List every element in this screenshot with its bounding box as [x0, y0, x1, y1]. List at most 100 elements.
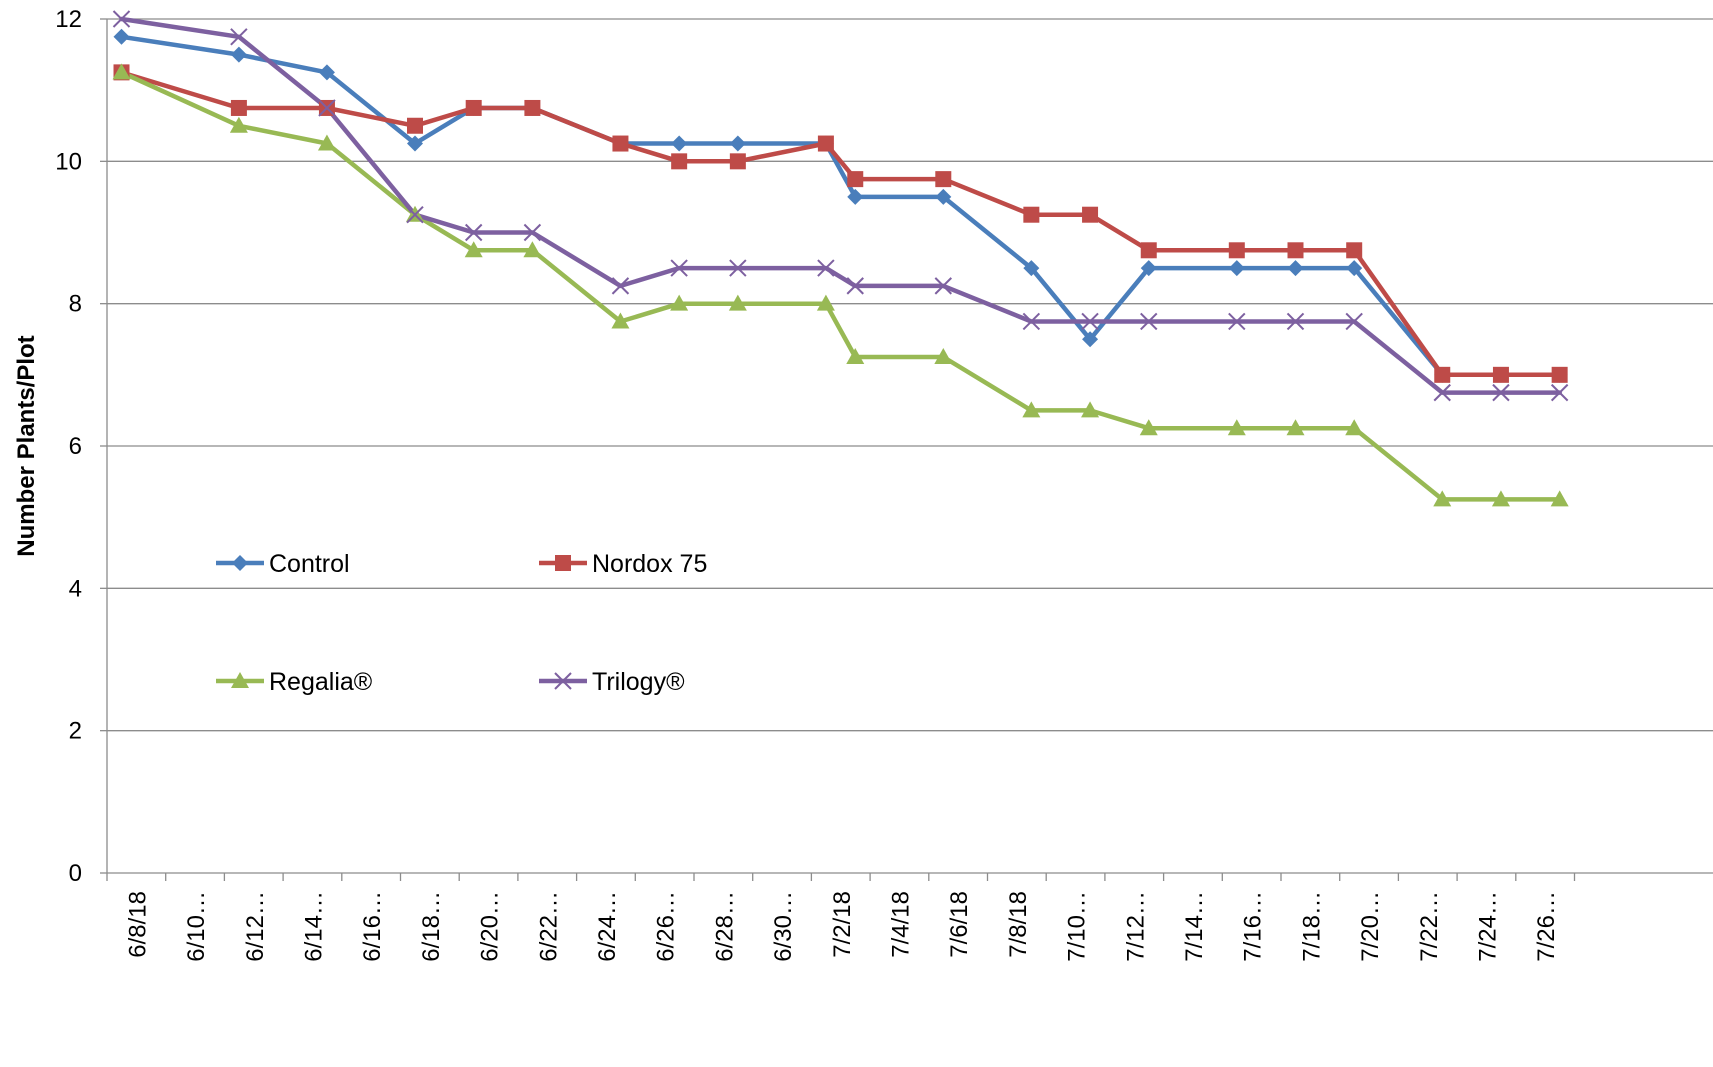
data-point-nordox-75	[407, 117, 423, 134]
x-tick-label: 6/10…	[183, 891, 210, 962]
data-point-trilogy	[1492, 383, 1510, 402]
data-point-trilogy	[1433, 383, 1451, 402]
x-tick-label: 6/26…	[653, 891, 680, 962]
legend-marker-regalia	[231, 672, 249, 688]
y-tick-label-12: 12	[55, 6, 82, 33]
data-point-regalia	[1433, 490, 1452, 507]
series-lines	[119, 16, 1562, 502]
data-point-regalia	[523, 241, 542, 258]
gridlines	[107, 18, 1713, 732]
data-point-nordox-75	[847, 171, 864, 188]
data-point-nordox-75	[230, 99, 247, 116]
axes	[100, 18, 1713, 881]
data-point-control	[671, 135, 688, 152]
data-point-regalia	[1550, 490, 1569, 507]
x-tick-label: 7/22…	[1416, 891, 1443, 962]
x-tick-label: 7/8/18	[1005, 891, 1032, 958]
x-axis-tick-labels: 6/8/18 6/10… 6/12… 6/14… 6/16… 6/18… 6/20… 6/22…	[124, 891, 1560, 962]
x-tick-label: 7/26…	[1533, 891, 1560, 962]
x-tick-label: 7/6/18	[946, 891, 973, 958]
data-point-trilogy	[523, 223, 542, 242]
y-axis-tick-labels: 0 2 4 6 8 10 12	[55, 6, 82, 887]
data-point-trilogy	[1345, 312, 1363, 331]
x-tick-label: 6/28…	[711, 891, 738, 962]
legend-marker-control	[232, 555, 248, 571]
data-point-nordox-75	[1228, 242, 1245, 259]
data-point-control	[1023, 260, 1040, 277]
data-point-nordox-75	[1287, 242, 1304, 259]
data-point-control	[1287, 260, 1304, 277]
data-point-nordox-75	[671, 153, 688, 170]
legend-marker-nordox-75	[555, 555, 571, 571]
data-point-regalia	[1139, 419, 1158, 436]
legend-item-nordox-75: Nordox 75	[539, 550, 707, 578]
data-point-trilogy	[1022, 312, 1041, 331]
data-point-trilogy	[817, 259, 835, 277]
data-point-nordox-75	[1023, 206, 1040, 223]
data-point-control	[935, 188, 952, 205]
data-point-trilogy	[318, 99, 336, 117]
legend-label-trilogy: Trilogy®	[592, 668, 685, 696]
data-point-nordox-75	[1140, 242, 1157, 259]
x-tick-label: 6/18…	[418, 891, 445, 962]
y-tick-label-6: 6	[69, 433, 82, 460]
x-tick-label: 6/30…	[770, 891, 797, 962]
data-point-nordox-75	[817, 135, 834, 152]
legend-label-control: Control	[269, 550, 350, 578]
y-tick-label-0: 0	[69, 860, 82, 887]
x-tick-label: 6/14…	[300, 891, 327, 962]
data-point-regalia	[1022, 401, 1041, 418]
x-tick-label: 7/4/18	[887, 891, 914, 958]
data-point-control	[1346, 260, 1363, 277]
y-tick-label-10: 10	[55, 148, 82, 175]
y-axis-title: Number Plants/Plot	[13, 335, 40, 556]
data-point-nordox-75	[1434, 366, 1451, 383]
data-point-trilogy	[1550, 383, 1569, 402]
data-point-control	[113, 28, 130, 45]
data-point-control	[729, 135, 746, 152]
data-point-nordox-75	[935, 171, 952, 188]
legend-marker-trilogy	[554, 672, 572, 690]
data-point-regalia	[317, 134, 336, 151]
data-point-control	[1140, 260, 1157, 277]
data-point-trilogy	[464, 223, 483, 242]
data-point-trilogy	[934, 277, 953, 295]
data-point-regalia	[229, 116, 248, 133]
x-tick-label: 6/8/18	[124, 891, 151, 958]
data-point-regalia	[728, 294, 747, 311]
series-line-trilogy	[119, 16, 1562, 395]
x-tick-label: 7/24…	[1474, 891, 1501, 962]
data-point-trilogy	[611, 277, 630, 295]
x-tick-label: 7/12…	[1122, 891, 1149, 962]
data-point-regalia	[1081, 401, 1100, 418]
data-point-regalia	[112, 63, 131, 80]
data-point-trilogy	[1228, 312, 1246, 331]
data-point-trilogy	[1286, 312, 1305, 331]
x-tick-label: 6/20…	[477, 891, 504, 962]
data-point-nordox-75	[1492, 366, 1509, 383]
x-tick-label: 6/24…	[594, 891, 621, 962]
x-tick-label: 7/20…	[1357, 891, 1384, 962]
x-tick-label: 7/2/18	[829, 891, 856, 958]
data-point-control	[847, 188, 864, 205]
legend-item-trilogy: Trilogy®	[539, 668, 685, 696]
data-point-nordox-75	[1346, 242, 1363, 259]
data-point-regalia	[816, 294, 835, 311]
data-point-regalia	[846, 348, 865, 365]
data-point-trilogy	[670, 259, 688, 277]
series-line-control	[119, 34, 1562, 378]
legend: Control Nordox 75 Regalia® Trilogy®	[216, 550, 707, 696]
data-point-nordox-75	[729, 153, 746, 170]
data-point-regalia	[1345, 419, 1364, 436]
data-point-nordox-75	[612, 135, 629, 152]
x-tick-label: 7/10…	[1064, 891, 1091, 962]
x-tick-label: 7/16…	[1240, 891, 1267, 962]
y-tick-label-8: 8	[69, 291, 82, 318]
data-point-control	[1228, 260, 1245, 277]
data-point-regalia	[670, 294, 689, 311]
data-point-regalia	[934, 348, 953, 365]
data-point-control	[230, 46, 247, 63]
data-point-nordox-75	[524, 99, 541, 116]
data-point-nordox-75	[1551, 366, 1568, 383]
